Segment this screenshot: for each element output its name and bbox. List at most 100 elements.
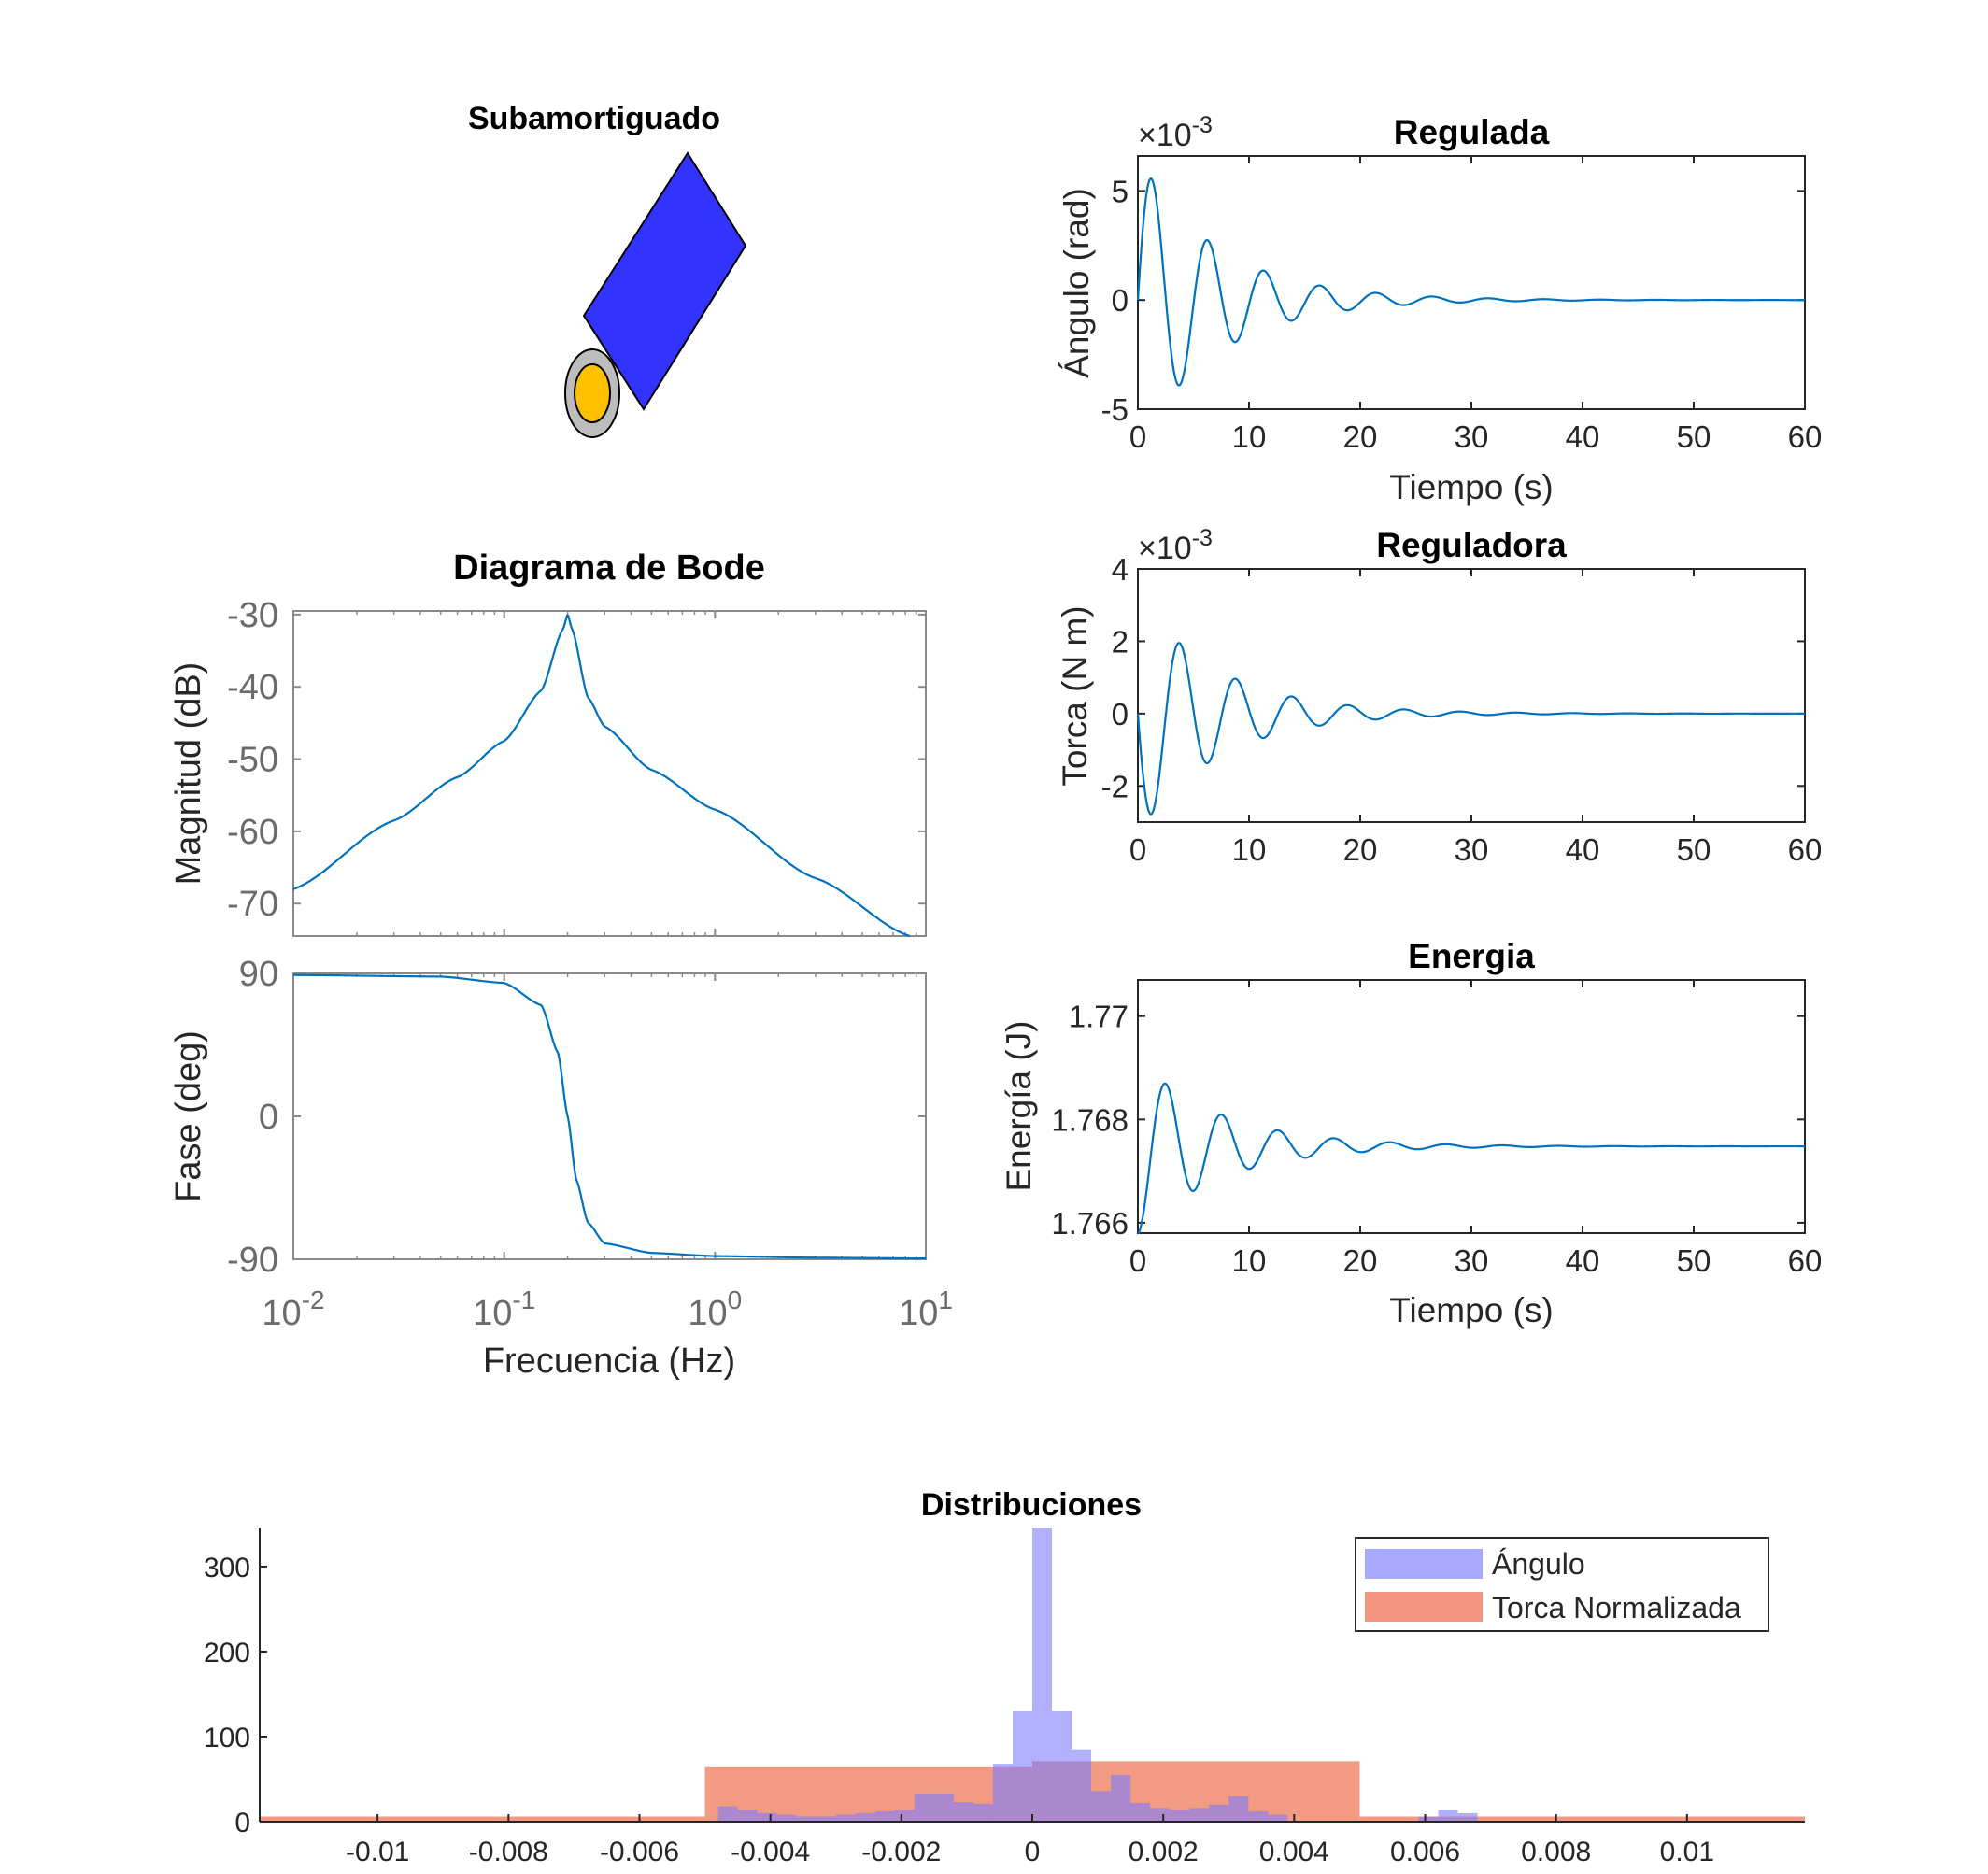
histogram-bar-angulo [835,1814,856,1822]
bode-y-tick-label: -30 [227,596,278,635]
y-tick-label: 1.768 [1051,1102,1129,1137]
histogram-bar-angulo [1228,1796,1249,1822]
bode-xlabel: Frecuencia (Hz) [483,1342,735,1381]
x-tick-label: 60 [1788,832,1823,867]
histogram-bar-torca [377,1816,705,1822]
y-tick-label: -5 [1101,392,1129,427]
x-tick-label: 40 [1566,832,1600,867]
y-tick-label: 1.77 [1069,1000,1129,1034]
bode-phase-line [292,973,926,1260]
hist-x-tick-label: 0.002 [1129,1837,1199,1867]
histogram-bar-angulo [894,1810,915,1822]
bode-y-tick-label: 90 [239,955,278,994]
bode-y-tick-label: -40 [227,668,278,707]
reguladora-exponent-label: ×10-3 [1138,525,1213,566]
regulada-exponent-label: ×10-3 [1138,112,1213,153]
x-tick-label: 20 [1343,1243,1378,1278]
histogram-bar-angulo [1268,1814,1288,1822]
x-tick-label: 60 [1788,1243,1823,1278]
hist-x-tick-label: 0.008 [1521,1837,1591,1867]
histogram-bar-angulo [776,1814,797,1822]
reguladora-series-line [1136,642,1805,816]
bode-x-tick-label: 10-1 [473,1285,535,1333]
pivot-inner-disc [574,363,611,423]
legend-swatch-angulo [1365,1549,1483,1579]
chart-bode: Diagrama de Bode 10-2 10-1 100 101 -30 -40 -50… [169,548,953,1381]
histogram-bar-angulo [1091,1791,1112,1822]
bode-magnitude-axes [292,610,927,937]
histogram-bar-angulo [717,1806,738,1822]
y-tick-label: 0 [1112,283,1129,318]
histogram-bar-angulo [1052,1711,1072,1822]
histogram-bar-angulo [992,1764,1013,1822]
bode-x-tick-label: 101 [899,1285,953,1333]
histogram-bar-angulo [1130,1802,1151,1822]
legend-label-torca: Torca Normalizada [1492,1591,1741,1625]
x-tick-label: 20 [1343,419,1378,454]
histogram-bar-angulo [737,1810,758,1822]
y-tick-label: -2 [1101,769,1129,803]
energia-xlabel: Tiempo (s) [1389,1291,1553,1329]
y-tick-label: 2 [1112,624,1129,659]
x-tick-label: 50 [1677,1243,1711,1278]
regulada-axes [1137,155,1806,410]
bode-y-tick-label: -60 [227,813,278,852]
y-tick-label: 4 [1112,552,1129,587]
distribuciones-legend: Ángulo Torca Normalizada [1355,1537,1769,1632]
pendulum-title: Subamortiguado [468,101,720,136]
hist-x-tick-label: 0.01 [1660,1837,1714,1867]
x-tick-label: 0 [1129,419,1146,454]
histogram-bar-angulo [1248,1811,1269,1822]
bode-x-tick-label: 100 [688,1285,742,1333]
histogram-bar-angulo [1032,1528,1053,1822]
bode-x-tick-label: 10-2 [262,1285,324,1333]
x-tick-label: 40 [1566,419,1600,454]
bode-phase-ylabel: Fase (deg) [169,1030,208,1202]
chart-distribuciones: Distribuciones -0.01 -0.008 -0.006 -0.004 -0… [204,1487,1805,1867]
histogram-bar-angulo [816,1816,836,1822]
x-tick-label: 0 [1129,1243,1146,1278]
histogram-bar-angulo [1012,1711,1032,1822]
hist-y-tick-label: 0 [234,1808,250,1839]
hist-x-tick-label: -0.002 [861,1837,941,1867]
histogram-bar-angulo [1418,1816,1439,1822]
x-tick-label: 20 [1343,832,1378,867]
x-tick-label: 30 [1455,419,1489,454]
bode-magnitude-ylabel: Magnitud (dB) [169,662,208,886]
energia-series-line [1137,1082,1805,1235]
distribuciones-title: Distribuciones [921,1487,1142,1523]
energia-axes [1137,979,1806,1234]
legend-swatch-torca [1365,1592,1483,1622]
hist-x-tick-label: 0.006 [1390,1837,1460,1867]
bode-y-tick-label: -90 [227,1241,278,1280]
bode-magnitude-line [292,614,911,938]
y-tick-label: 0 [1112,697,1129,731]
histogram-bar-angulo [1189,1808,1210,1822]
x-tick-label: 10 [1232,1243,1267,1278]
histogram-bar-angulo [914,1793,934,1822]
histogram-bar-angulo [855,1812,875,1822]
x-tick-label: 0 [1129,832,1146,867]
histogram-bar-angulo [796,1816,816,1822]
histogram-bar-angulo [1111,1774,1131,1822]
hist-x-tick-label: 0 [1025,1837,1041,1867]
hist-y-tick-label: 200 [204,1638,250,1668]
bode-phase-axes [292,972,927,1260]
energia-ylabel: Energía (J) [1000,1020,1038,1191]
regulada-series-line [1136,177,1805,387]
histogram-bar-torca [1359,1816,1687,1822]
bode-y-tick-label: -70 [227,885,278,924]
hist-y-tick-label: 100 [204,1723,250,1753]
chart-regulada: Regulada 0 10 20 30 40 50 60-505 ×10-3 Tiempo … [1058,112,1822,506]
hist-x-tick-label: -0.01 [346,1837,409,1867]
hist-x-tick-label: -0.008 [469,1837,548,1867]
y-tick-label: 5 [1112,174,1129,208]
x-tick-label: 50 [1677,419,1711,454]
x-tick-label: 60 [1788,419,1823,454]
x-tick-label: 30 [1455,1243,1489,1278]
x-tick-label: 30 [1455,832,1489,867]
legend-label-angulo: Ángulo [1492,1547,1585,1581]
histogram-bar-angulo [1170,1810,1190,1822]
histogram-bar-angulo [757,1812,777,1822]
regulada-xlabel: Tiempo (s) [1389,468,1553,506]
